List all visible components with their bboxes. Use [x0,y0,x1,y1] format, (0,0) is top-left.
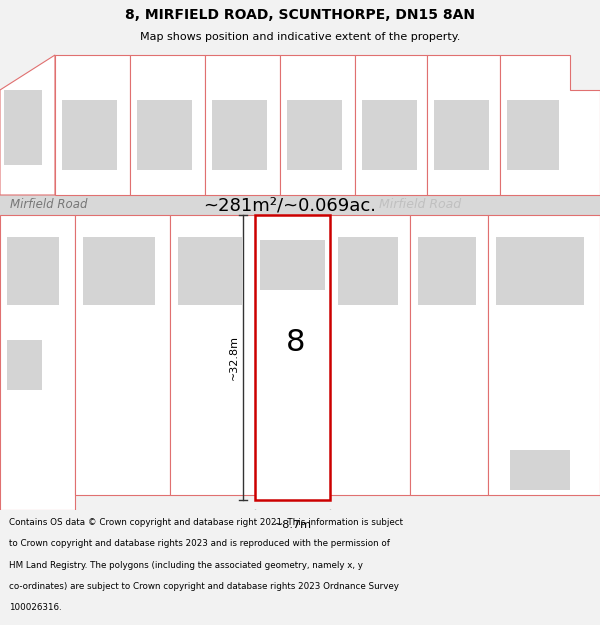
Bar [0,215,75,510]
Bar [280,55,355,195]
Bar [362,100,417,170]
Bar [330,215,410,495]
Text: Contains OS data © Crown copyright and database right 2021. This information is : Contains OS data © Crown copyright and d… [9,518,403,527]
Bar [178,237,242,305]
Bar [0,195,600,215]
Bar [255,215,330,500]
Bar [212,100,267,170]
Text: Mirfield Road: Mirfield Road [10,199,88,211]
Text: ~8.7m: ~8.7m [274,520,311,530]
Text: ~281m²/~0.069ac.: ~281m²/~0.069ac. [203,196,377,214]
Bar [55,55,130,195]
Bar [496,237,584,305]
Bar [434,100,489,170]
Text: co-ordinates) are subject to Crown copyright and database rights 2023 Ordnance S: co-ordinates) are subject to Crown copyr… [9,582,399,591]
Bar [338,237,398,305]
Bar [83,237,155,305]
Bar [427,55,500,195]
Bar [7,340,42,390]
Text: 8, MIRFIELD ROAD, SCUNTHORPE, DN15 8AN: 8, MIRFIELD ROAD, SCUNTHORPE, DN15 8AN [125,8,475,22]
Bar [410,215,488,495]
Polygon shape [500,55,600,195]
Text: 100026316.: 100026316. [9,603,62,612]
Bar [418,237,476,305]
Bar [4,90,42,165]
Text: ~32.8m: ~32.8m [229,335,239,380]
Bar [507,100,559,170]
Bar [260,240,325,290]
Bar [488,215,600,495]
Bar [137,100,192,170]
Bar [62,100,117,170]
Bar [7,237,59,305]
Text: HM Land Registry. The polygons (including the associated geometry, namely x, y: HM Land Registry. The polygons (includin… [9,561,363,569]
Bar [510,450,570,490]
Polygon shape [0,55,55,195]
Text: Mirfield Road: Mirfield Road [379,199,461,211]
Bar [287,100,342,170]
Bar [355,55,427,195]
Bar [75,215,170,495]
Text: to Crown copyright and database rights 2023 and is reproduced with the permissio: to Crown copyright and database rights 2… [9,539,390,548]
Text: Map shows position and indicative extent of the property.: Map shows position and indicative extent… [140,32,460,43]
Bar [170,215,255,495]
Bar [130,55,205,195]
Bar [205,55,280,195]
Text: 8: 8 [286,328,305,357]
